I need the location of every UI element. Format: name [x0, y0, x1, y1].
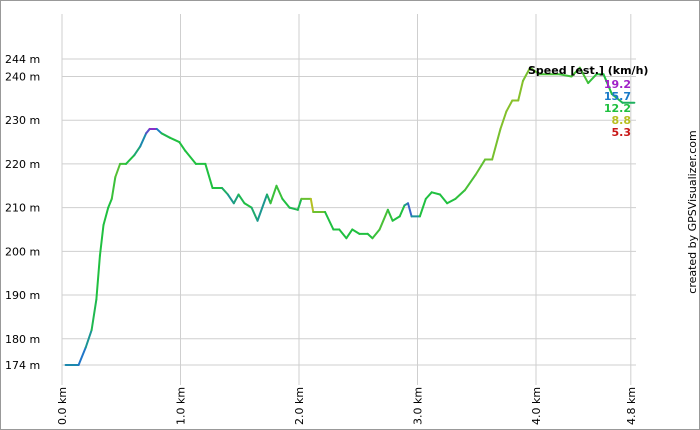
x-tick-label: 4.0 km — [530, 387, 543, 425]
elevation-segment — [95, 254, 101, 301]
elevation-segment — [338, 228, 348, 240]
x-tick-label: 4.8 km — [625, 387, 638, 425]
elevation-segment — [110, 176, 117, 200]
elevation-segment — [155, 127, 163, 135]
y-tick-label: 244 m — [5, 53, 40, 66]
elevation-segment — [474, 158, 487, 176]
legend-title: Speed [est.] (km/h) — [528, 64, 648, 77]
elevation-segment — [256, 193, 269, 222]
elevation-segment — [366, 232, 374, 240]
elevation-segment — [275, 184, 284, 200]
elevation-segment — [558, 73, 573, 78]
x-tick-label: 0.0 km — [56, 387, 69, 425]
elevation-segment — [446, 197, 457, 205]
elevation-segment — [250, 206, 259, 222]
elevation-segment — [391, 215, 401, 222]
elevation-segment — [77, 346, 87, 366]
elevation-segment — [529, 66, 541, 76]
elevation-segment — [160, 132, 171, 139]
elevation-segment — [430, 191, 442, 196]
elevation-segment — [602, 73, 613, 95]
y-tick-label: 190 m — [5, 289, 40, 302]
elevation-segment — [178, 141, 187, 152]
elevation-segment — [269, 184, 278, 205]
y-tick-label: 240 m — [5, 70, 40, 83]
x-tick-label: 2.0 km — [293, 387, 306, 425]
elevation-segment — [124, 154, 136, 165]
elevation-segment — [98, 224, 105, 257]
elevation-segment — [418, 197, 427, 218]
elevation-segment — [184, 149, 197, 165]
elevation-segment — [505, 99, 514, 113]
elevation-segment — [570, 66, 581, 78]
elevation-segment — [378, 208, 389, 231]
x-tick-label: 3.0 km — [412, 387, 425, 425]
elevation-segment — [521, 66, 532, 82]
legend-value: 8.8 — [612, 114, 632, 127]
elevation-segment — [351, 228, 361, 235]
elevation-segment — [386, 208, 394, 222]
legend-value: 5.3 — [612, 126, 632, 139]
elevation-segment — [610, 92, 624, 104]
y-tick-label: 180 m — [5, 333, 40, 346]
y-tick-label: 220 m — [5, 158, 40, 171]
elevation-segment — [424, 191, 433, 200]
elevation-segment — [578, 66, 590, 85]
elevation-segment — [371, 228, 381, 240]
elevation-segment — [102, 206, 110, 227]
elevation-segment — [168, 136, 181, 144]
elevation-segment — [237, 193, 246, 205]
elevation-segment — [232, 193, 240, 205]
elevation-segment — [133, 145, 142, 157]
elevation-segment — [139, 132, 148, 148]
elevation-segment — [296, 197, 303, 211]
elevation-segment — [324, 211, 335, 231]
legend-value: 19.2 — [604, 78, 631, 91]
elevation-segment — [517, 79, 524, 102]
legend-value: 15.7 — [604, 90, 631, 103]
y-tick-label: 174 m — [5, 359, 40, 372]
elevation-segment — [345, 228, 354, 240]
elevation-segment — [491, 127, 502, 161]
y-tick-label: 230 m — [5, 114, 40, 127]
elevation-segment — [288, 206, 299, 211]
elevation-segment — [309, 197, 315, 213]
y-tick-label: 200 m — [5, 245, 40, 258]
credit: created by GPSVisualizer.com — [686, 130, 699, 293]
legend-value: 12.2 — [604, 102, 631, 115]
elevation-segment — [226, 193, 235, 205]
elevation-segment — [204, 162, 214, 189]
elevation-segment — [587, 73, 598, 85]
elevation-segment — [499, 110, 508, 130]
elevation-segment — [243, 202, 253, 209]
elevation-segment — [107, 197, 113, 209]
elevation-segment — [90, 298, 98, 332]
elevation-segment — [114, 162, 122, 179]
elevation-segment — [398, 204, 406, 218]
elevation-segment — [266, 193, 272, 205]
elevation-segment — [84, 329, 93, 349]
elevation-segment — [281, 197, 291, 209]
elevation-segment — [439, 193, 449, 205]
elevation-segment — [220, 186, 229, 196]
y-tick-label: 210 m — [5, 202, 40, 215]
x-tick-label: 1.0 km — [175, 387, 188, 425]
elevation-segment — [407, 202, 413, 218]
elevation-segment — [454, 189, 466, 200]
elevation-segment — [463, 173, 477, 192]
